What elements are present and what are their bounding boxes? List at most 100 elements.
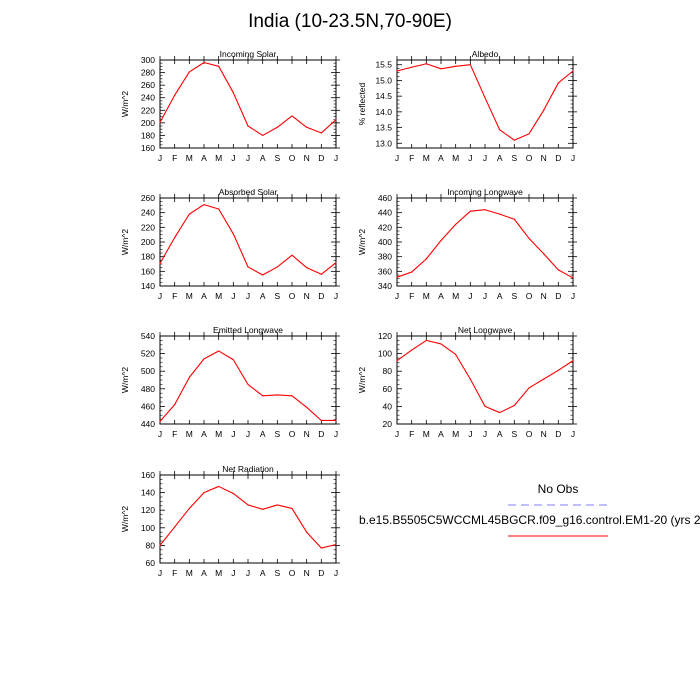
data-point — [262, 395, 264, 397]
x-tick-label: F — [172, 568, 177, 578]
x-tick-label: J — [334, 429, 338, 439]
x-tick-label: F — [409, 153, 414, 163]
y-tick-label: 160 — [141, 266, 155, 276]
x-tick-label: A — [497, 429, 503, 439]
y-tick-label: 15.5 — [375, 60, 392, 70]
y-tick-label: 480 — [141, 384, 155, 394]
data-point — [499, 411, 501, 414]
x-tick-label: M — [215, 291, 222, 301]
data-point — [484, 97, 486, 99]
data-point — [262, 274, 264, 276]
series-line — [159, 485, 337, 549]
data-point — [557, 269, 559, 271]
x-tick-label: N — [541, 153, 547, 163]
x-tick-label: N — [541, 429, 547, 439]
x-tick-label: M — [215, 568, 222, 578]
x-tick-label: A — [260, 153, 266, 163]
x-tick-label: A — [438, 291, 444, 301]
panel-title: Albedo — [472, 49, 499, 59]
data-point — [425, 258, 427, 260]
y-tick-label: 240 — [141, 208, 155, 218]
x-tick-label: S — [511, 429, 517, 439]
y-tick-label: 60 — [383, 384, 393, 394]
y-tick-label: 400 — [378, 237, 392, 247]
y-tick-label: 540 — [141, 331, 155, 341]
y-axis-label: % reflected — [357, 82, 367, 125]
x-tick-label: D — [555, 153, 561, 163]
y-tick-label: 240 — [141, 93, 155, 103]
y-tick-label: 13.0 — [375, 138, 392, 148]
data-point — [320, 273, 322, 275]
x-tick-label: J — [395, 153, 399, 163]
panel-frame — [159, 59, 337, 149]
y-tick-label: 200 — [141, 118, 155, 128]
x-tick-label: M — [186, 429, 193, 439]
data-point — [247, 504, 249, 506]
x-tick-label: A — [201, 568, 207, 578]
data-point — [513, 218, 515, 220]
x-tick-label: J — [246, 291, 250, 301]
data-point — [396, 276, 398, 278]
x-tick-label: S — [511, 153, 517, 163]
data-point — [320, 132, 322, 134]
data-point — [440, 239, 442, 242]
panel-title: Incoming Longwave — [447, 187, 523, 197]
y-tick-label: 520 — [141, 349, 155, 359]
x-tick-label: A — [201, 429, 207, 439]
y-tick-label: 460 — [141, 401, 155, 411]
y-tick-label: 120 — [378, 331, 392, 341]
data-point — [159, 262, 161, 264]
x-tick-label: D — [318, 568, 324, 578]
x-tick-label: A — [497, 153, 503, 163]
data-point — [320, 547, 322, 549]
y-tick-label: 220 — [141, 105, 155, 115]
x-tick-label: F — [172, 429, 177, 439]
data-point — [247, 125, 249, 127]
y-tick-label: 340 — [378, 281, 392, 291]
x-tick-label: A — [438, 429, 444, 439]
data-point — [188, 376, 190, 378]
data-point — [232, 92, 234, 94]
data-point — [335, 419, 337, 422]
data-point — [543, 109, 545, 111]
data-point — [218, 485, 220, 488]
x-tick-label: J — [334, 291, 338, 301]
x-tick-label: J — [468, 153, 472, 163]
main-title: India (10-23.5N,70-90E) — [248, 11, 452, 32]
y-tick-label: 420 — [378, 222, 392, 232]
x-tick-label: J — [158, 153, 162, 163]
y-tick-label: 260 — [141, 193, 155, 203]
x-tick-label: M — [215, 429, 222, 439]
x-tick-label: J — [483, 153, 487, 163]
y-tick-label: 14.5 — [375, 91, 392, 101]
data-point — [455, 65, 457, 67]
x-tick-label: J — [246, 429, 250, 439]
x-tick-label: D — [318, 153, 324, 163]
data-point — [276, 394, 278, 396]
data-point — [188, 507, 190, 510]
panel-frame — [159, 197, 337, 287]
data-point — [306, 406, 308, 408]
x-tick-label: A — [260, 429, 266, 439]
x-tick-label: A — [201, 153, 207, 163]
x-tick-label: N — [304, 291, 310, 301]
x-tick-label: S — [274, 568, 280, 578]
x-tick-label: J — [483, 429, 487, 439]
x-tick-label: S — [511, 291, 517, 301]
y-tick-label: 60 — [146, 558, 156, 568]
data-point — [232, 492, 234, 495]
data-point — [335, 543, 337, 546]
y-tick-label: 80 — [383, 366, 393, 376]
data-point — [543, 253, 545, 255]
x-tick-label: J — [468, 429, 472, 439]
data-point — [528, 387, 530, 389]
data-point — [247, 266, 249, 268]
x-tick-label: D — [555, 429, 561, 439]
data-point — [455, 223, 457, 225]
data-point — [276, 266, 278, 268]
data-point — [291, 254, 293, 256]
series-line — [396, 63, 574, 141]
data-point — [528, 237, 530, 239]
data-point — [218, 208, 220, 210]
